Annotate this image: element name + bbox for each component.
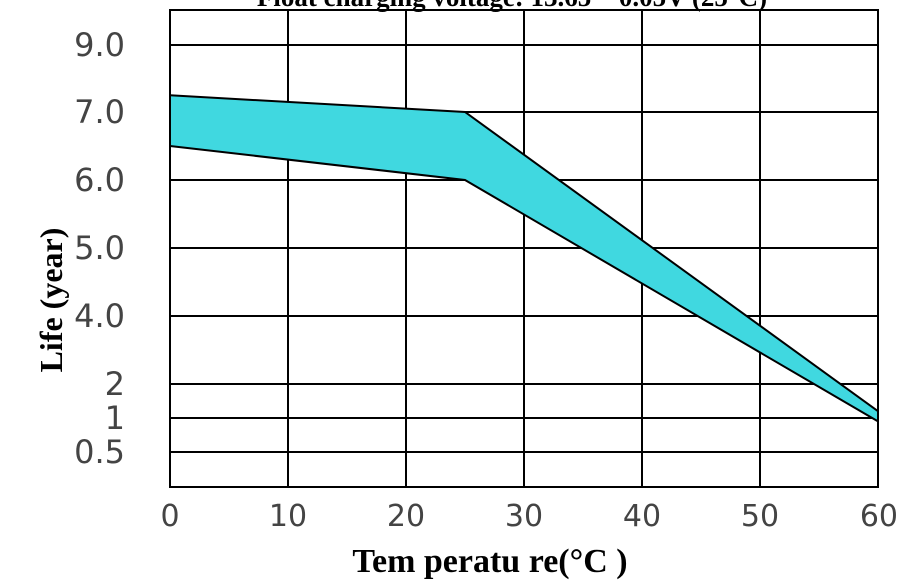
y-tick-label: 0.5	[74, 433, 125, 471]
upper-boundary-line	[169, 94, 879, 413]
x-tick-label: 10	[269, 499, 307, 534]
y-tick-label: 6.0	[74, 161, 125, 199]
y-axis-label: Life (year)	[33, 228, 69, 373]
plot-frame	[169, 9, 879, 488]
lower-boundary-line	[169, 145, 879, 423]
grid-lines	[169, 10, 879, 487]
y-tick-label: 4.0	[74, 297, 125, 335]
x-tick-label: 30	[505, 499, 543, 534]
x-tick-labels: 0 10 20 30 40 50 60	[160, 499, 898, 534]
x-tick-label: 20	[387, 499, 425, 534]
x-axis-label: Tem peratu re(°C )	[352, 543, 627, 580]
y-tick-label: 1	[105, 399, 125, 437]
x-tick-label: 50	[741, 499, 779, 534]
x-tick-label: 40	[623, 499, 661, 534]
x-tick-label: 0	[160, 499, 179, 534]
y-tick-label: 7.0	[74, 93, 125, 131]
x-tick-label: 60	[860, 499, 898, 534]
life-band-area	[170, 95, 878, 422]
y-tick-label: 9.0	[74, 26, 125, 64]
y-tick-label: 5.0	[74, 229, 125, 267]
y-tick-label: 2	[105, 365, 125, 403]
y-tick-labels: 9.0 7.0 6.0 5.0 4.0 210.5	[74, 26, 125, 471]
